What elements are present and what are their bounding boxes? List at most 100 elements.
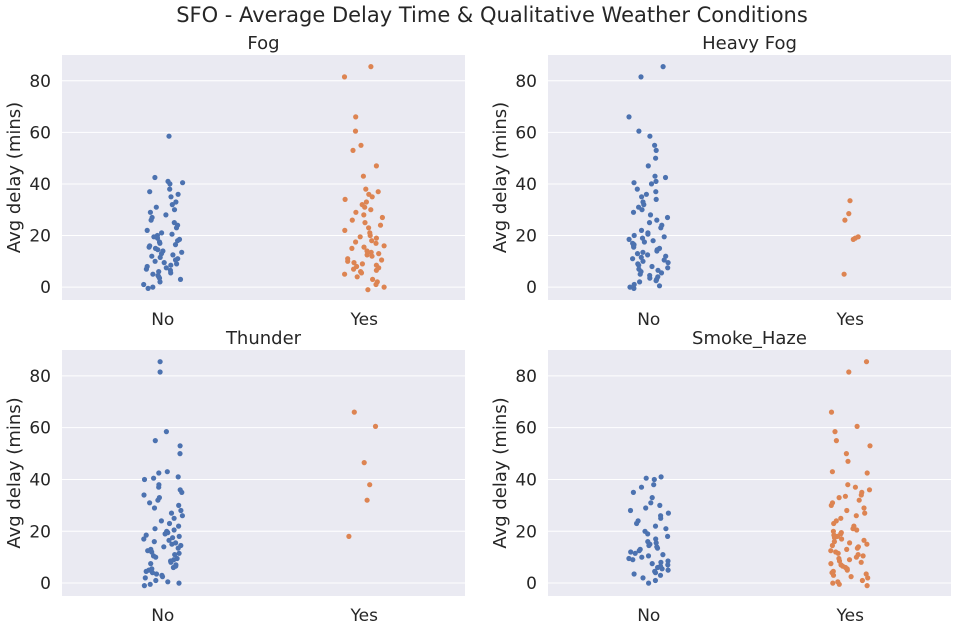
point-no [665, 562, 671, 568]
point-no [143, 532, 149, 538]
point-no [178, 507, 184, 514]
point-yes [846, 211, 852, 217]
point-yes [367, 232, 373, 239]
point-yes [861, 537, 867, 543]
point-no [653, 536, 659, 542]
point-no [166, 537, 172, 543]
point-yes [828, 561, 834, 567]
point-yes [843, 451, 850, 457]
point-no [153, 554, 159, 560]
point-yes [844, 507, 850, 514]
point-yes [342, 271, 348, 277]
point-no [163, 429, 169, 435]
point-yes [848, 574, 854, 580]
point-yes [369, 194, 375, 200]
point-yes [362, 204, 368, 210]
panel-smoke-haze: 0 20 40 60 80 No Yes Smoke_Haze Avg delay (mins) [490, 328, 951, 626]
point-no [631, 281, 637, 288]
point-no [150, 271, 156, 277]
point-no [626, 114, 632, 120]
x-tick-label: Yes [350, 606, 379, 626]
point-yes [373, 240, 379, 246]
y-axis-label: Avg delay (mins) [4, 397, 25, 548]
point-yes [377, 222, 384, 228]
point-no [653, 540, 659, 546]
point-yes [852, 484, 859, 490]
y-axis-label: Avg delay (mins) [4, 102, 25, 253]
point-no [643, 475, 649, 481]
y-tick-label: 80 [515, 72, 537, 92]
point-no [657, 502, 663, 508]
point-no [637, 271, 643, 277]
x-tick-label: No [637, 310, 660, 330]
point-no [150, 284, 156, 290]
point-no [652, 523, 659, 529]
point-no [631, 285, 637, 291]
point-no [630, 557, 636, 563]
point-no [157, 359, 163, 365]
point-yes [364, 248, 370, 254]
point-yes [370, 276, 376, 282]
point-no [171, 527, 177, 533]
point-no [657, 572, 664, 578]
point-no [177, 451, 183, 457]
point-no [156, 275, 163, 281]
point-yes [352, 128, 359, 134]
y-tick-label: 20 [29, 522, 51, 542]
point-yes [829, 469, 836, 475]
point-no [166, 520, 173, 527]
point-no [163, 212, 169, 218]
point-yes [828, 502, 834, 508]
point-no [654, 545, 661, 551]
y-tick-label: 0 [40, 278, 51, 298]
point-no [660, 64, 666, 70]
point-no [177, 276, 184, 282]
point-no [652, 577, 659, 584]
point-no [639, 207, 645, 213]
point-no [168, 559, 174, 565]
point-no [640, 249, 646, 255]
point-no [149, 253, 155, 259]
point-no [171, 207, 178, 213]
point-yes [842, 493, 849, 499]
panel-title: Smoke_Haze [692, 328, 807, 349]
point-no [639, 194, 645, 200]
point-no [649, 561, 655, 567]
point-yes [862, 510, 868, 516]
figure-suptitle: SFO - Average Delay Time & Qualitative W… [176, 3, 808, 27]
point-no [157, 254, 163, 260]
point-yes [376, 251, 382, 257]
x-tick-label: Yes [836, 310, 865, 330]
point-no [174, 261, 180, 267]
point-yes [829, 542, 836, 549]
point-no [650, 238, 656, 244]
point-yes [864, 541, 870, 547]
point-yes [361, 460, 367, 466]
point-no [141, 492, 147, 498]
point-no [141, 583, 147, 589]
panel-title: Thunder [225, 328, 302, 349]
point-yes [349, 217, 355, 223]
point-yes [844, 546, 850, 553]
y-tick-label: 20 [29, 227, 51, 247]
point-no [663, 526, 669, 532]
point-yes [373, 235, 379, 241]
point-yes [363, 199, 369, 205]
point-no [168, 510, 175, 516]
point-yes [830, 580, 836, 586]
point-yes [854, 545, 861, 551]
point-no [169, 541, 175, 547]
y-tick-label: 40 [515, 470, 537, 490]
x-tick-label: No [151, 310, 174, 330]
point-no [632, 550, 638, 556]
point-yes [351, 266, 357, 272]
point-no [168, 262, 174, 268]
point-no [169, 231, 175, 237]
point-no [653, 178, 659, 184]
y-tick-label: 60 [29, 123, 51, 143]
point-no [630, 489, 637, 495]
panel-heavy-fog: 0 20 40 60 80 No Yes Heavy Fog Avg delay (mins) [490, 33, 951, 330]
point-no [156, 470, 162, 476]
point-yes [349, 245, 355, 251]
point-no [645, 531, 651, 537]
